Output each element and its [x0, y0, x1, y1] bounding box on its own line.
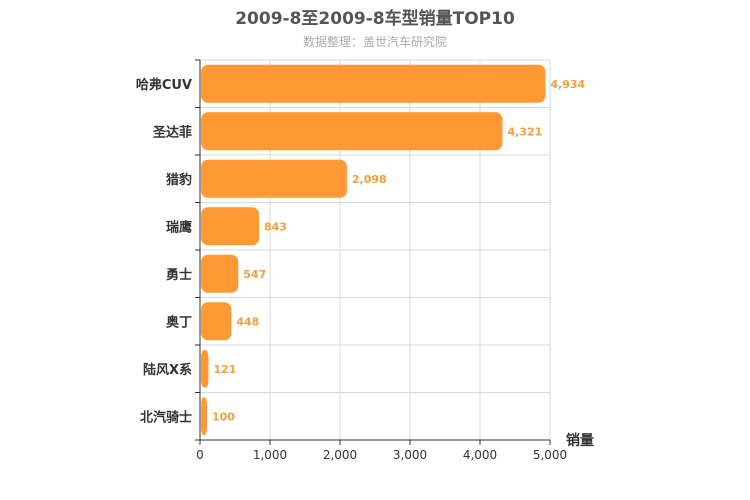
- data-label: 2,098: [352, 173, 387, 186]
- category-label: 瑞鹰: [166, 219, 192, 235]
- bar: [201, 159, 347, 198]
- category-label: 陆风X系: [143, 362, 192, 378]
- x-axis-title: 销量: [566, 432, 594, 449]
- data-label: 4,321: [507, 125, 542, 138]
- x-tick-label: 3,000: [393, 448, 427, 462]
- data-label: 843: [264, 220, 287, 233]
- category-label: 勇士: [166, 267, 192, 283]
- data-label: 547: [243, 268, 266, 281]
- bar: [201, 64, 546, 103]
- data-label: 448: [236, 315, 259, 328]
- x-tick-label: 0: [196, 448, 204, 462]
- bar: [201, 349, 209, 388]
- category-label: 北汽骑士: [140, 409, 192, 425]
- chart-title: 2009-8至2009-8车型销量TOP10: [235, 9, 515, 29]
- category-label: 猎豹: [166, 172, 192, 188]
- bar: [201, 397, 207, 436]
- category-label: 哈弗CUV: [136, 77, 192, 93]
- x-tick-label: 1,000: [253, 448, 287, 462]
- category-label: 奥丁: [166, 314, 192, 330]
- x-tick-label: 5,000: [533, 448, 567, 462]
- x-tick-label: 2,000: [323, 448, 357, 462]
- bar: [201, 112, 503, 151]
- bar: [201, 254, 239, 293]
- data-label: 121: [213, 363, 236, 376]
- bar: [201, 302, 232, 341]
- x-tick-label: 4,000: [463, 448, 497, 462]
- data-label: 4,934: [550, 78, 585, 91]
- data-label: 100: [212, 410, 235, 423]
- category-label: 圣达菲: [153, 124, 192, 140]
- bar: [201, 207, 260, 246]
- chart-subtitle: 数据整理：盖世汽车研究院: [302, 35, 447, 49]
